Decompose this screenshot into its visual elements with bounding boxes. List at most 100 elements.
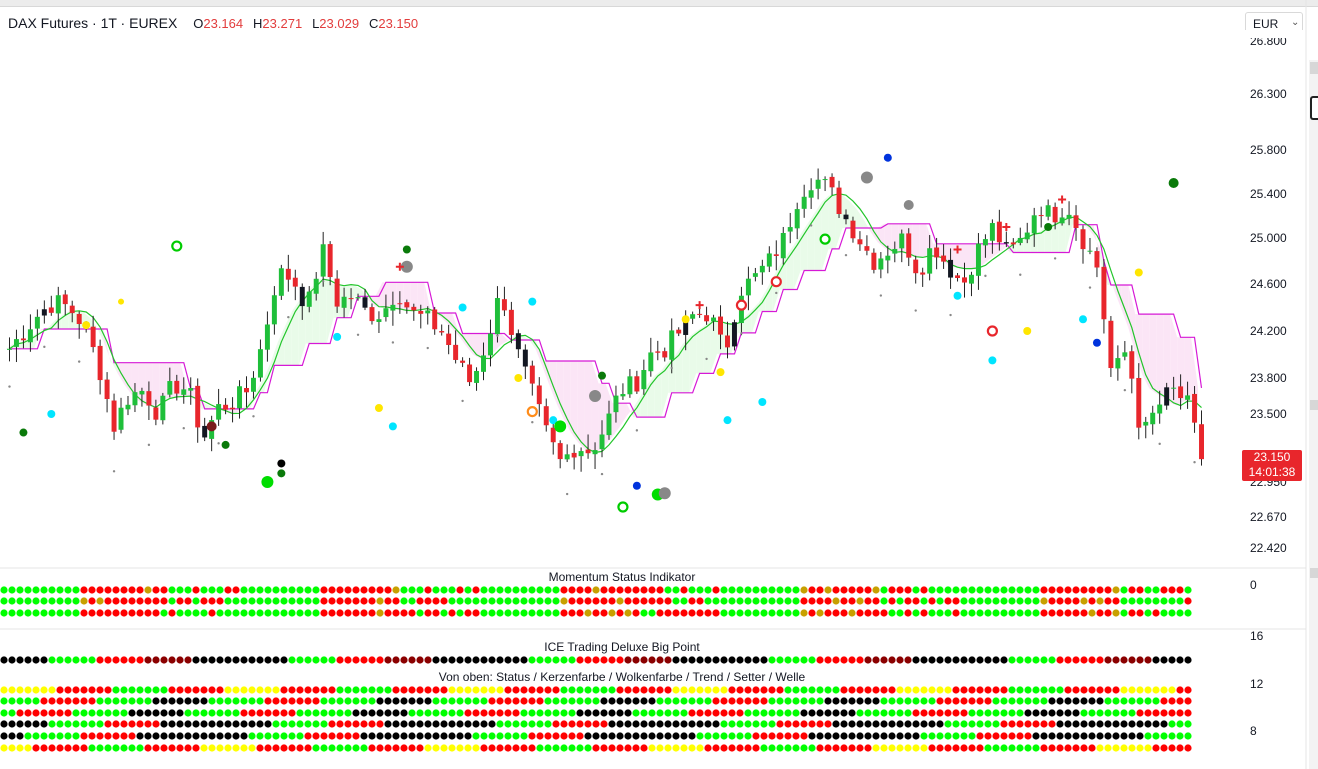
candle-body [474,370,480,383]
indicator-dot [1168,656,1176,664]
indicator-dot [512,697,520,705]
scroll-handle[interactable] [1310,400,1318,410]
indicator-dot [1032,597,1040,605]
indicator-dot [1112,697,1120,705]
indicator-dot [120,597,128,605]
indicator-dot [896,732,904,740]
indicator-dot [576,744,584,752]
indicator-dot [416,686,424,694]
indicator-dot [1128,597,1136,605]
indicator-dot [1088,656,1096,664]
indicator-dot [136,732,144,740]
indicator-dot [368,720,376,728]
indicator-dot [1112,656,1120,664]
candle-body [613,395,619,413]
indicator-dot [168,656,176,664]
indicator-dot [944,597,952,605]
indicator-dot [648,597,656,605]
candle-body [968,274,974,284]
indicator-dot [504,709,512,717]
indicator-dot [1152,732,1160,740]
indicator-dot [616,586,624,594]
indicator-dot [648,686,656,694]
indicator-dot [624,686,632,694]
indicator-dot [40,686,48,694]
indicator-dot [904,709,912,717]
indicator-dot [544,656,552,664]
indicator-dot [944,697,952,705]
indicator-dot [160,586,168,594]
indicator-dot [488,744,496,752]
indicator-dot [1080,686,1088,694]
indicator-dot [784,697,792,705]
minor-dot [217,442,220,445]
candle-body [1080,229,1086,250]
indicator-dot [328,732,336,740]
indicator-dot [752,744,760,752]
scroll-handle[interactable] [1310,62,1318,74]
indicator-dot [1128,744,1136,752]
indicator-dot [720,744,728,752]
indicator-dot [888,720,896,728]
indicator-dot [1168,686,1176,694]
indicator-dot [1048,697,1056,705]
indicator-dot [808,720,816,728]
cloud-fill [863,218,871,232]
price-tick-label: 22.670 [1250,510,1287,524]
indicator-dot [1144,597,1152,605]
candle-body [585,449,591,454]
candle-body [913,259,919,274]
indicator-dot [424,586,432,594]
scroll-handle[interactable] [1310,568,1318,578]
right-scroll-strip[interactable] [1309,60,1318,769]
indicator-dot [952,597,960,605]
indicator-dot [184,697,192,705]
indicator-dot [720,697,728,705]
indicator-dot [904,586,912,594]
indicator-dot [544,586,552,594]
signal-dot [277,459,286,468]
indicator-dot [448,744,456,752]
indicator-dot [192,586,200,594]
indicator-dot [960,732,968,740]
indicator-dot [856,697,864,705]
collapse-panel-handle[interactable] [1310,96,1318,120]
indicator-dot [880,597,888,605]
symbol-title[interactable]: DAX Futures · 1T · EUREX [8,15,178,31]
cloud-fill [591,360,599,453]
indicator-dot [112,720,120,728]
indicator-dot [280,697,288,705]
candle-body [20,338,26,341]
indicator-dot [1104,609,1112,617]
indicator-dot [1024,697,1032,705]
price-tick-label: 24.600 [1250,277,1287,291]
indicator-dot [296,709,304,717]
indicator-dot [1144,732,1152,740]
indicator-dot [792,697,800,705]
indicator-dot [272,586,280,594]
cloud-fill [61,311,69,330]
indicator-dot [352,656,360,664]
indicator-dot [1064,686,1072,694]
cloud-fill [361,289,369,301]
indicator-dot [680,732,688,740]
indicator-dot [912,732,920,740]
indicator-dot [424,686,432,694]
indicator-dot [472,609,480,617]
indicator-dot [592,732,600,740]
indicator-dot [88,732,96,740]
indicator-dot [256,744,264,752]
candle-body [7,348,12,350]
indicator-dot [64,597,72,605]
indicator-dot [1008,697,1016,705]
indicator-dot [800,720,808,728]
indicator-dot [888,686,896,694]
plus-icon [695,301,704,310]
indicator-dot [472,744,480,752]
indicator-dot [568,709,576,717]
candle-body [306,291,312,307]
indicator-dot [552,597,560,605]
indicator-dot [760,609,768,617]
indicator-dot [288,597,296,605]
